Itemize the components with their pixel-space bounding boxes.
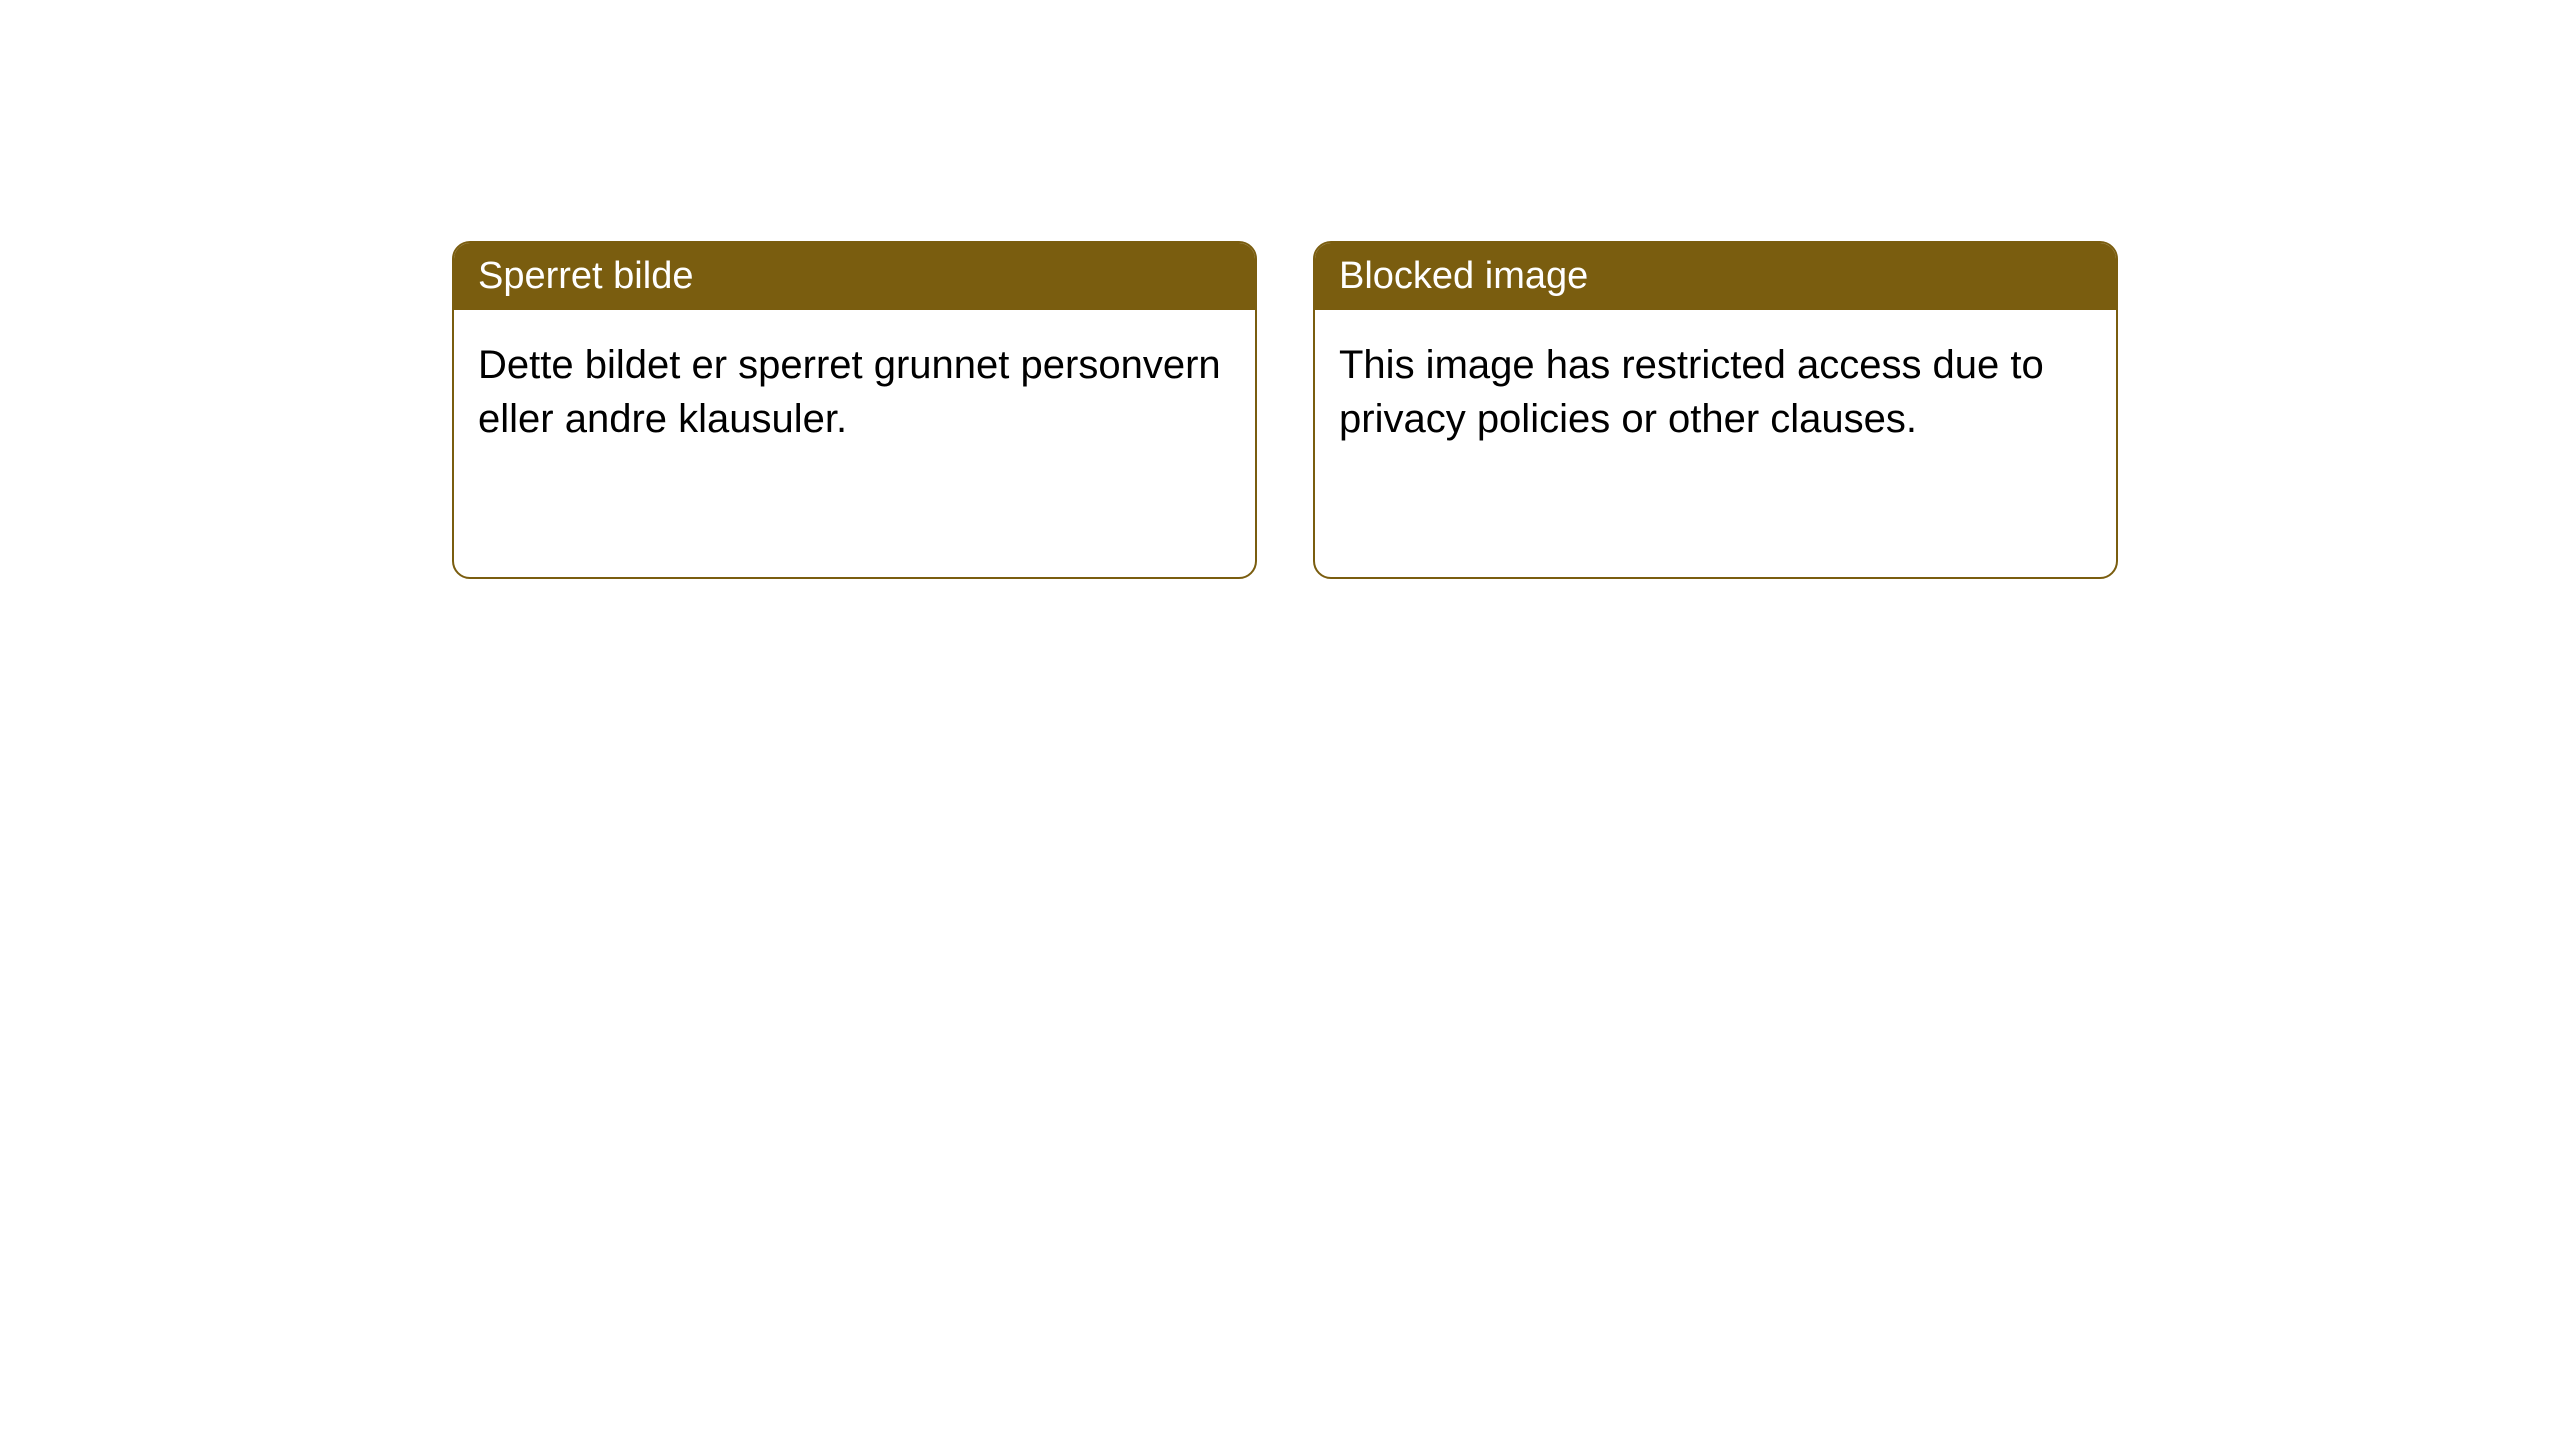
notice-card-body-en: This image has restricted access due to … [1315,310,2116,474]
notice-card-header-no: Sperret bilde [454,243,1255,310]
notice-cards-container: Sperret bilde Dette bildet er sperret gr… [452,241,2118,579]
notice-card-body-no: Dette bildet er sperret grunnet personve… [454,310,1255,474]
notice-card-header-en: Blocked image [1315,243,2116,310]
notice-card-no: Sperret bilde Dette bildet er sperret gr… [452,241,1257,579]
notice-card-title-en: Blocked image [1339,255,1588,297]
notice-card-text-en: This image has restricted access due to … [1339,343,2044,441]
notice-card-title-no: Sperret bilde [478,255,693,297]
notice-card-en: Blocked image This image has restricted … [1313,241,2118,579]
notice-card-text-no: Dette bildet er sperret grunnet personve… [478,343,1221,441]
